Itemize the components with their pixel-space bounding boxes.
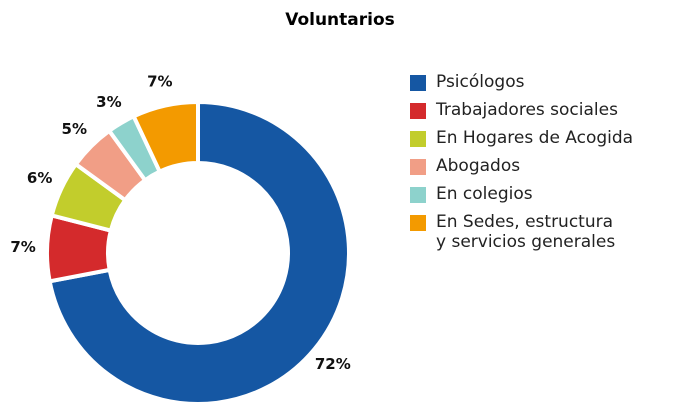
legend-item: Trabajadores sociales (410, 100, 633, 120)
legend-label: En Sedes, estructura y servicios general… (436, 212, 616, 252)
legend-label: Psicólogos (436, 72, 525, 92)
slice (47, 99, 351, 405)
data-label: 5% (62, 120, 87, 138)
legend-item: En Hogares de Acogida (410, 128, 633, 148)
data-label: 6% (27, 169, 52, 187)
legend-item: En colegios (410, 184, 633, 204)
legend-swatch (410, 103, 426, 119)
legend-swatch (410, 187, 426, 203)
legend-swatch (410, 131, 426, 147)
legend-swatch (410, 159, 426, 175)
legend-item: Psicólogos (410, 72, 633, 92)
legend: Psicólogos Trabajadores sociales En Hogare… (410, 72, 633, 260)
legend-label: Trabajadores sociales (436, 100, 618, 120)
legend-label: En colegios (436, 184, 533, 204)
chart-title: Voluntarios (285, 10, 395, 30)
slice (131, 99, 200, 175)
legend-label: Abogados (436, 156, 521, 176)
legend-swatch (410, 75, 426, 91)
legend-item: Abogados (410, 156, 633, 176)
data-label: 7% (10, 238, 35, 256)
legend-label: En Hogares de Acogida (436, 128, 634, 148)
data-label: 72% (315, 355, 351, 373)
data-label: 3% (96, 93, 121, 111)
legend-swatch (410, 215, 426, 231)
legend-item: En Sedes, estructura y servicios general… (410, 212, 633, 252)
data-label: 7% (147, 73, 172, 91)
